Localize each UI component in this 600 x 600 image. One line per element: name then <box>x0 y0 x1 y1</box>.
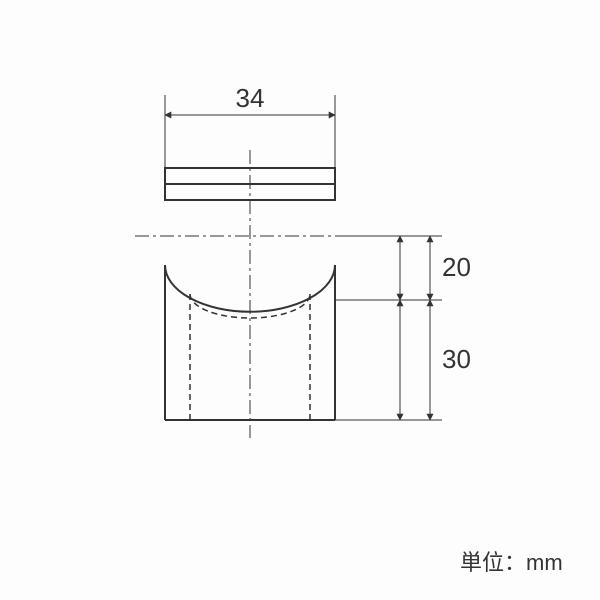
dim-width-label: 34 <box>236 83 265 113</box>
dim-30-label: 30 <box>442 344 471 374</box>
dim-20-label: 20 <box>442 252 471 282</box>
unit-label: 単位：mm <box>460 550 563 575</box>
